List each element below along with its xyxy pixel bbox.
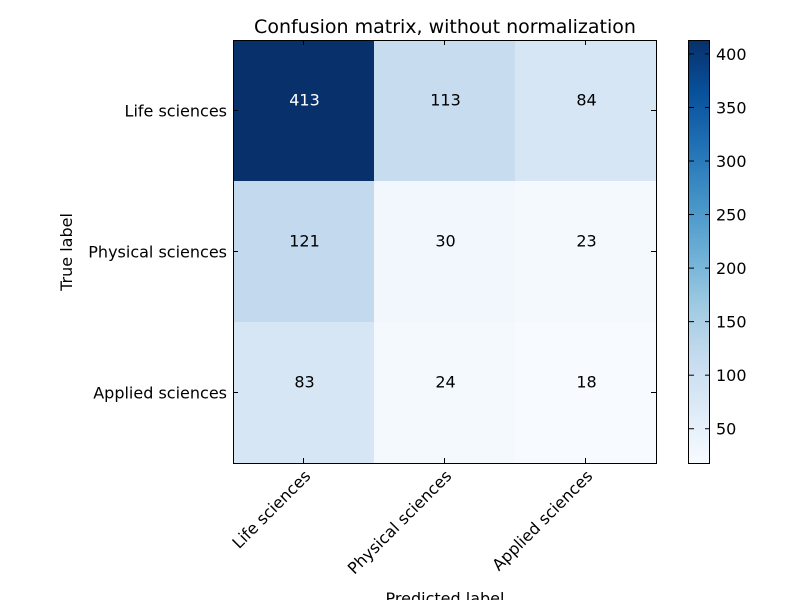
colorbar-tick-label: 150 [716,313,747,332]
y-tick-label: Applied sciences [93,384,227,403]
cell-value-label: 121 [289,232,320,251]
colorbar: 50 100 150 200 250 300 350 400 [688,40,747,464]
cell-value-label: 113 [430,91,461,110]
cell-labels: 413 113 84 121 30 23 83 24 18 [289,91,596,392]
y-tick-label: Life sciences [125,102,227,121]
x-axis-label: Predicted label [386,589,505,600]
cell-value-label: 83 [294,373,314,392]
matrix-cell [515,181,657,323]
matrix-cell [515,40,657,182]
x-tick-label: Life sciences [228,466,314,552]
cell-value-label: 84 [576,91,596,110]
matrix-cells [233,40,657,464]
cell-value-label: 18 [576,373,596,392]
cell-value-label: 23 [576,232,596,251]
colorbar-tick-label: 250 [716,206,747,225]
y-axis-label: True label [57,213,76,292]
matrix-cell [374,181,516,323]
x-tick-label: Applied sciences [488,466,596,574]
matrix-cell [233,40,375,182]
matrix-cell [374,322,516,464]
colorbar-tick-label: 400 [716,45,747,64]
matrix-cell [374,40,516,182]
colorbar-tick-label: 200 [716,259,747,278]
matrix-cell [233,322,375,464]
x-tick-label: Physical sciences [344,466,456,578]
y-tick-label: Physical sciences [88,243,227,262]
y-axis: Life sciences Physical sciences Applied sc… [88,102,656,403]
matrix-cell [515,322,657,464]
colorbar-tick-label: 100 [716,366,747,385]
chart-title: Confusion matrix, without normalization [254,16,636,38]
colorbar-tick-label: 350 [716,98,747,117]
colorbar-tick-label: 300 [716,152,747,171]
cell-value-label: 30 [435,232,455,251]
matrix-cell [233,181,375,323]
cell-value-label: 24 [435,373,455,392]
cell-value-label: 413 [289,91,320,110]
colorbar-gradient [688,40,710,464]
colorbar-tick-label: 50 [716,420,736,439]
